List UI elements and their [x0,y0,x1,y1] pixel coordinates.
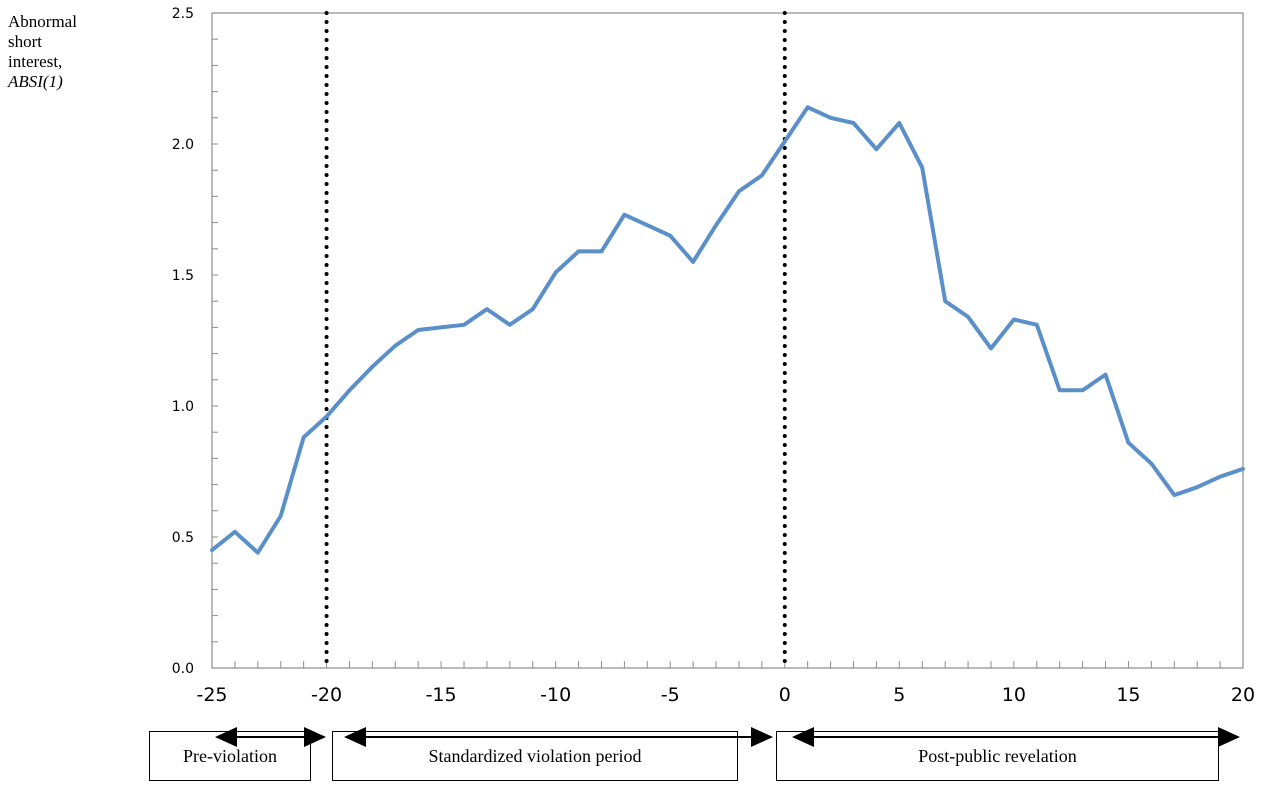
y-tick-label: 0.0 [172,661,194,677]
x-tick-label: 5 [893,684,905,706]
arrow-head-left [792,727,814,747]
period-box-pre-violation: Pre-violation [149,731,311,781]
period-dividers [324,11,787,670]
x-tick-label: -10 [540,684,571,706]
series-layer [210,105,1245,555]
period-box-violation: Standardized violation period [332,731,738,781]
x-tick-label: -15 [426,684,457,706]
y-axis-title-line-4: ABSI(1) [8,72,63,91]
double-arrow [344,727,773,747]
x-tick-label: 15 [1116,684,1140,706]
y-tick-label: 2.0 [172,137,194,153]
arrow-head-right [304,727,326,747]
x-tick-label: -20 [311,684,342,706]
y-axis-title-line-1: Abnormal [8,12,77,31]
period-label-post-revelation: Post-public revelation [918,745,1077,766]
period-label-violation: Standardized violation period [428,745,642,766]
x-tick-label: 0 [779,684,791,706]
double-arrow [792,727,1240,747]
y-tick-label: 1.5 [172,268,194,284]
plot-frame [211,12,1244,669]
x-tick-label: -25 [196,684,227,706]
period-label-pre-violation: Pre-violation [183,745,277,766]
abnormal-short-interest-line [210,105,1245,555]
axes: 0.0 0.5 1.0 1.5 2.0 2.5 -25 -20 -15 -10 -5 0 5 10 15 20 [172,6,1255,706]
y-axis-title-line-2: short [8,32,42,51]
period-arrows [215,727,1240,747]
double-arrow [215,727,326,747]
arrow-head-right [1218,727,1240,747]
arrow-head-left [344,727,366,747]
x-tick-label: -5 [661,684,680,706]
y-axis-title-line-3: interest, [8,52,63,71]
y-tick-label: 2.5 [172,6,194,22]
y-tick-label: 0.5 [172,530,194,546]
x-tick-label: 10 [1002,684,1026,706]
period-box-post-revelation: Post-public revelation [776,731,1219,781]
arrow-head-right [751,727,773,747]
y-tick-label: 1.0 [172,399,194,415]
arrow-head-left [215,727,237,747]
x-tick-label: 20 [1231,684,1255,706]
y-axis-title: Abnormal short interest, ABSI(1) [8,12,77,92]
